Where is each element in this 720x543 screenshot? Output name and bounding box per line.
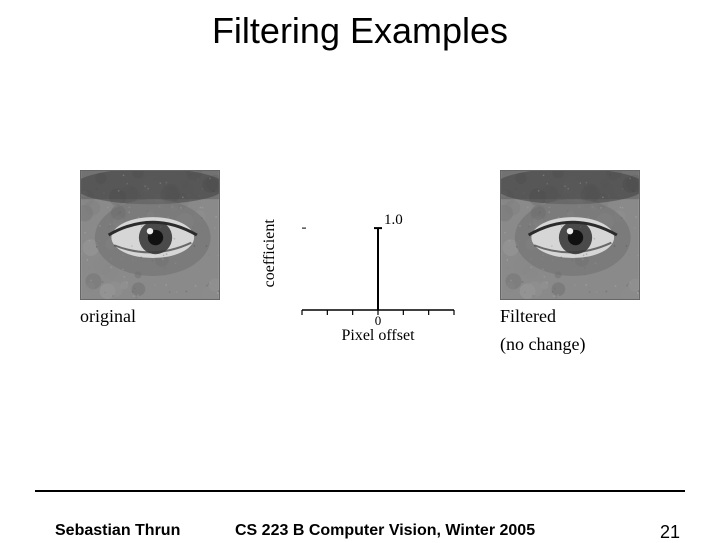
caption-original: original	[80, 306, 136, 328]
footer-author: Sebastian Thrun	[55, 522, 180, 540]
svg-text:0: 0	[375, 313, 382, 328]
footer-course: CS 223 B Computer Vision, Winter 2005	[235, 522, 535, 540]
original-image	[80, 170, 220, 300]
caption-filtered-line2: (no change)	[500, 334, 585, 356]
panel-original: original	[80, 170, 220, 328]
footer-divider	[35, 490, 685, 492]
svg-text:coefficient: coefficient	[261, 219, 278, 288]
svg-text:1.0: 1.0	[384, 212, 403, 228]
panel-filter-chart: coefficient 0Pixel offset 1.0	[260, 170, 460, 340]
filtered-image	[500, 170, 640, 300]
caption-filtered-line1: Filtered	[500, 306, 556, 328]
impulse-chart: coefficient 0Pixel offset 1.0	[260, 170, 460, 340]
slide-title: Filtering Examples	[0, 10, 720, 52]
svg-text:Pixel offset: Pixel offset	[341, 327, 415, 340]
content-row: original coefficient 0Pixel offset 1.0 Fil…	[0, 170, 720, 355]
panel-filtered: Filtered (no change)	[500, 170, 640, 355]
